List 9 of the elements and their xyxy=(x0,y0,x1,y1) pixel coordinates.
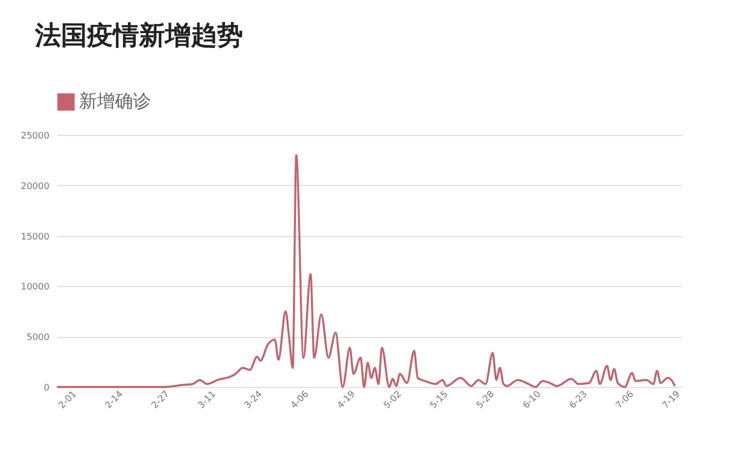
line-series xyxy=(56,154,676,388)
y-tick-label: 15000 xyxy=(20,232,50,242)
y-tick-label: 25000 xyxy=(20,132,50,142)
chart-title: 法国疫情新增趋势 xyxy=(34,21,243,51)
y-tick-label: 20000 xyxy=(20,182,50,192)
y-tick-label: 0 xyxy=(44,384,50,394)
y-tick-label: 10000 xyxy=(20,282,50,293)
y-tick-label: 5000 xyxy=(26,333,50,344)
legend-label: 新增确诊 xyxy=(79,91,151,112)
